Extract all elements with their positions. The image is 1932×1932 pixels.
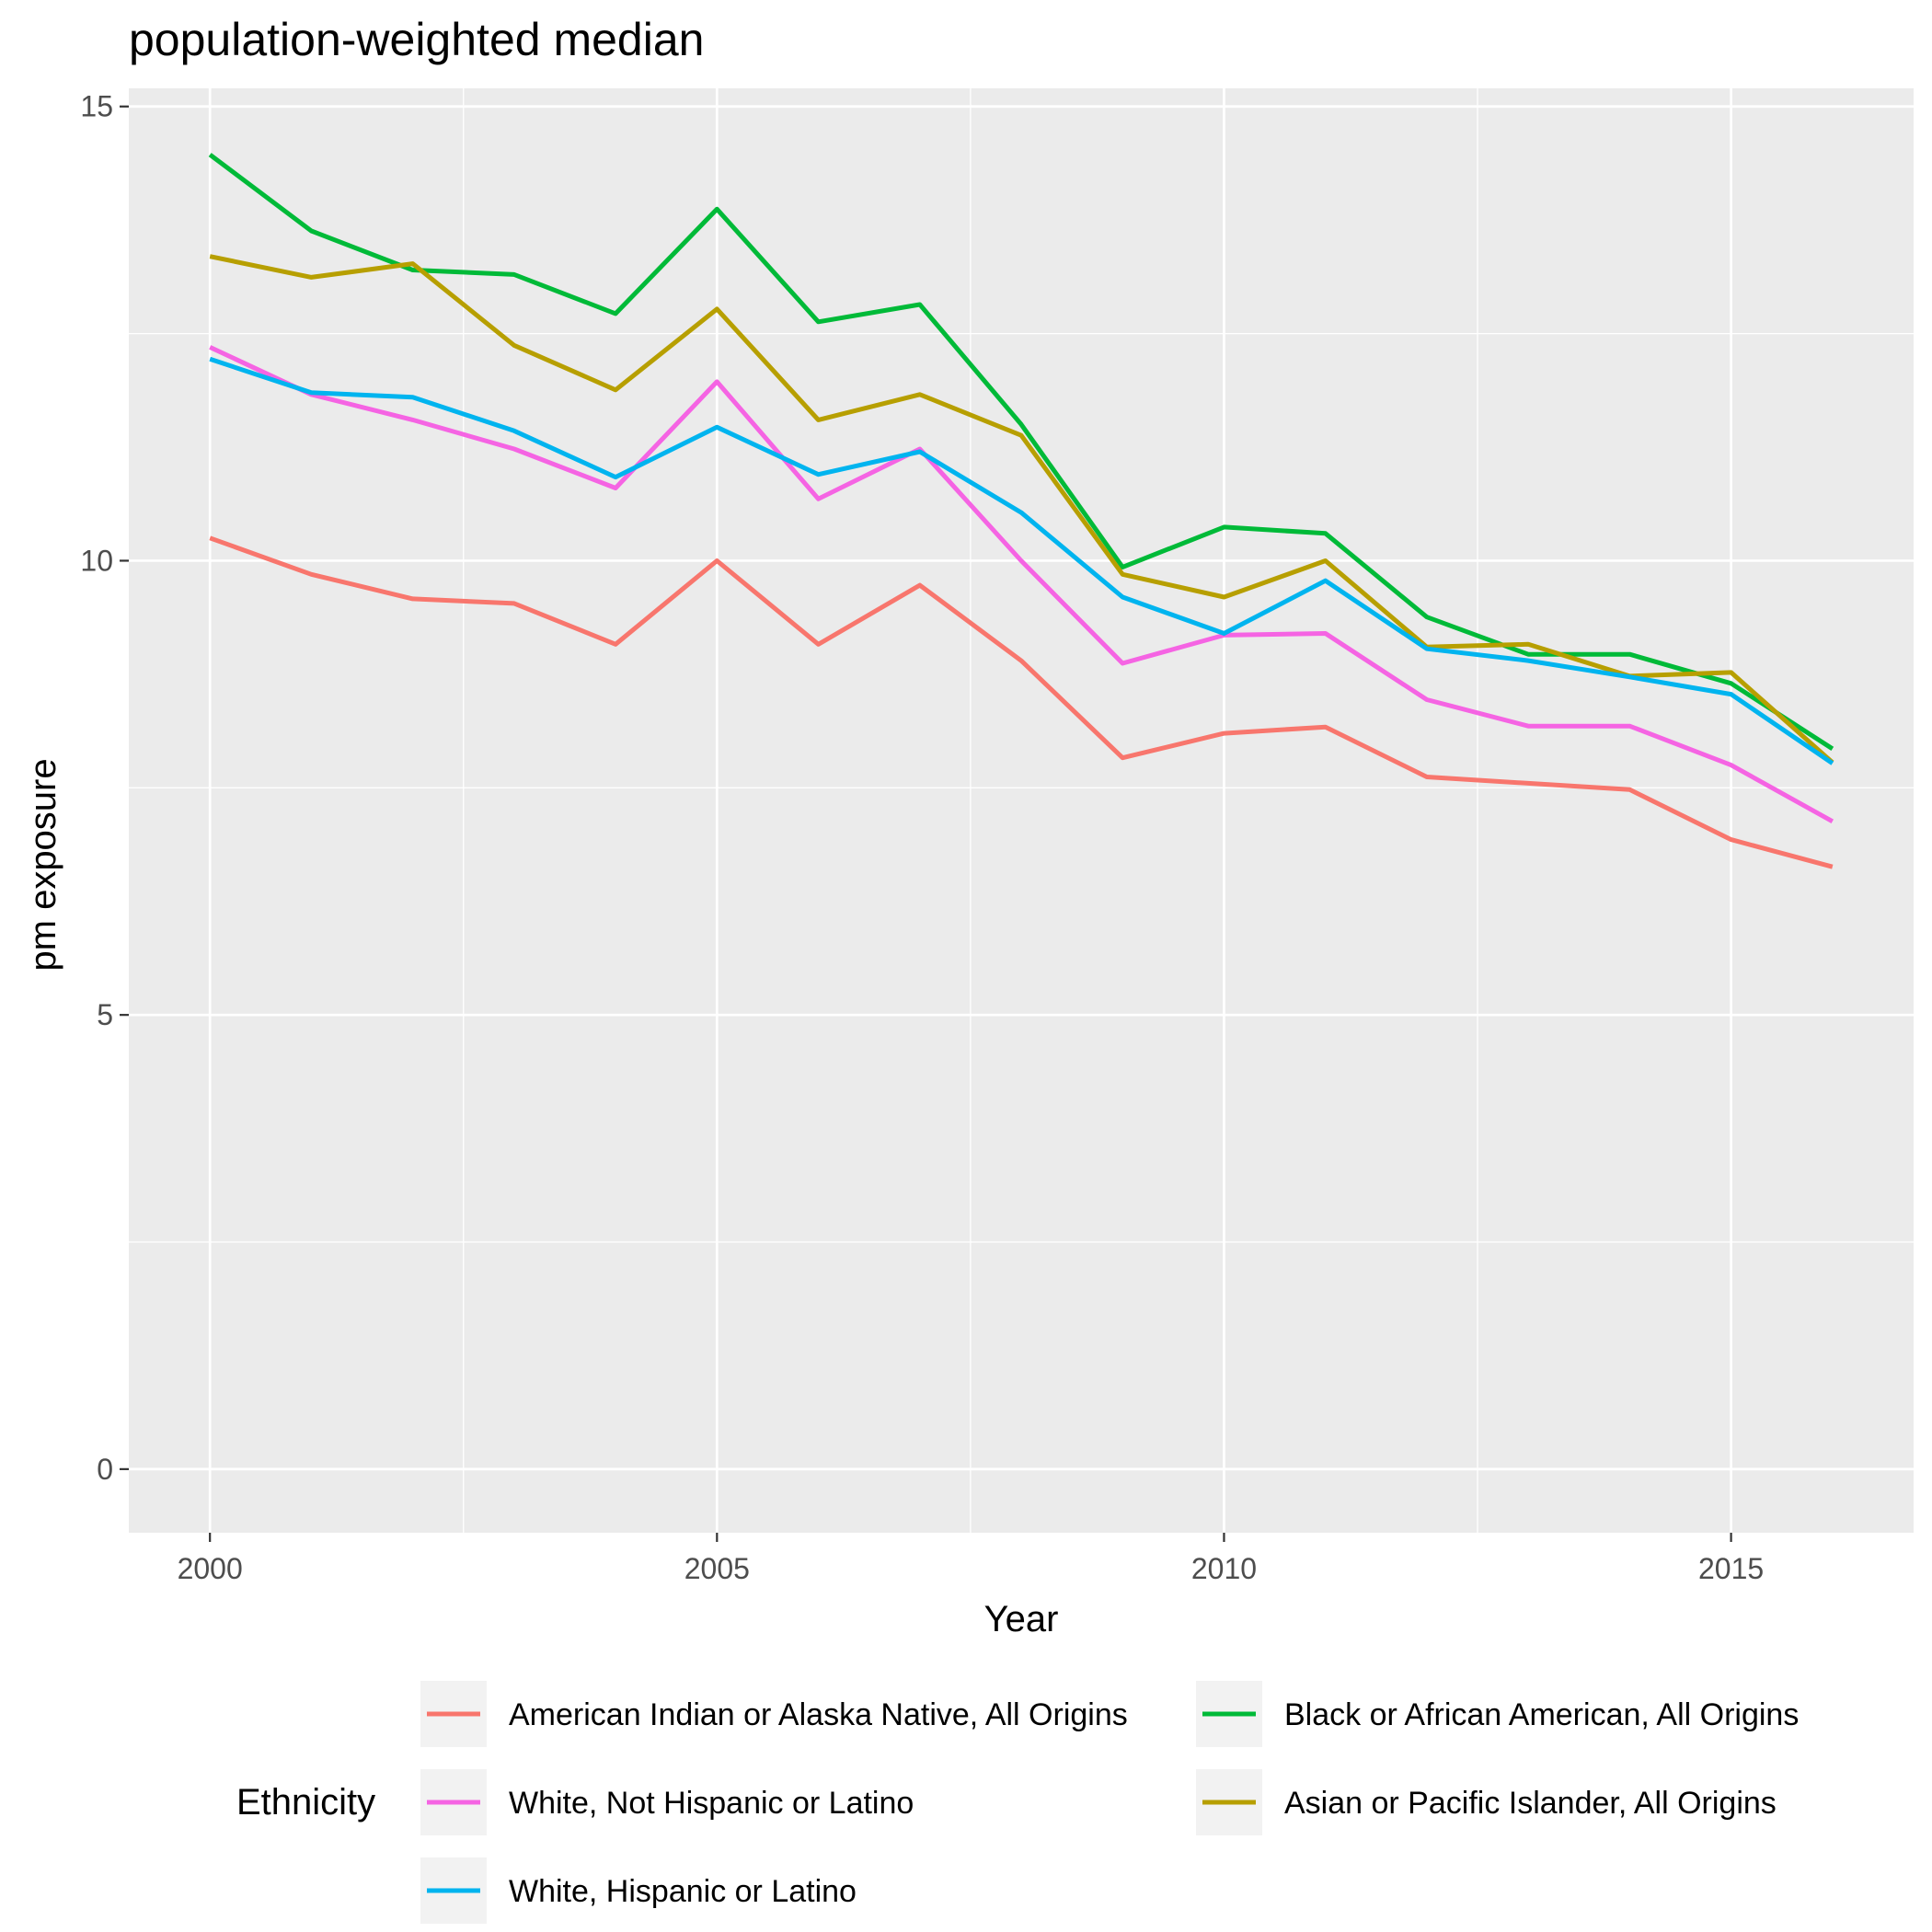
legend-title: Ethnicity bbox=[236, 1782, 375, 1823]
y-tick-label: 5 bbox=[97, 998, 113, 1031]
x-tick-label: 2010 bbox=[1191, 1552, 1257, 1585]
y-tick-label: 10 bbox=[80, 544, 113, 577]
x-tick-label: 2015 bbox=[1698, 1552, 1764, 1585]
y-axis-tick-labels: 0 5 10 15 bbox=[80, 90, 113, 1486]
x-tick-label: 2000 bbox=[178, 1552, 243, 1585]
series-line-asian-or-pacific-islander-all-origins bbox=[209, 254, 1834, 765]
legend-label: White, Hispanic or Latino bbox=[509, 1874, 857, 1909]
legend-label: American Indian or Alaska Native, All Or… bbox=[509, 1697, 1128, 1732]
legend-item-asian-or-pacific-islander-all-origins: Asian or Pacific Islander, All Origins bbox=[1196, 1769, 1777, 1835]
y-axis-title: pm exposure bbox=[23, 758, 63, 971]
y-tick-label: 0 bbox=[97, 1453, 113, 1486]
legend-item-american-indian-or-alaska-native-all-origins: American Indian or Alaska Native, All Or… bbox=[420, 1681, 1128, 1747]
series-line-white-not-hispanic-or-latino bbox=[209, 345, 1834, 823]
plot-panel bbox=[129, 88, 1914, 1533]
legend-item-white-not-hispanic-or-latino: White, Not Hispanic or Latino bbox=[420, 1769, 914, 1835]
legend-label: Black or African American, All Origins bbox=[1284, 1697, 1799, 1732]
legend-label: White, Not Hispanic or Latino bbox=[509, 1786, 914, 1821]
series-line-white-hispanic-or-latino bbox=[209, 356, 1834, 765]
legend: American Indian or Alaska Native, All Or… bbox=[420, 1681, 1799, 1924]
legend-label: Asian or Pacific Islander, All Origins bbox=[1284, 1786, 1777, 1821]
x-tick-label: 2005 bbox=[684, 1552, 750, 1585]
legend-item-white-hispanic-or-latino: White, Hispanic or Latino bbox=[420, 1857, 857, 1924]
legend-item-black-or-african-american-all-origins: Black or African American, All Origins bbox=[1196, 1681, 1799, 1747]
series-lines bbox=[208, 153, 1834, 869]
x-axis-tick-labels: 2000 2005 2010 2015 bbox=[178, 1552, 1765, 1585]
axis-ticks bbox=[120, 105, 1732, 1542]
series-line-american-indian-or-alaska-native-all-origins bbox=[209, 535, 1834, 869]
minor-gridlines bbox=[129, 88, 1914, 1533]
y-tick-label: 15 bbox=[80, 90, 113, 123]
chart-title: population-weighted median bbox=[129, 14, 704, 65]
x-axis-title: Year bbox=[984, 1599, 1059, 1639]
